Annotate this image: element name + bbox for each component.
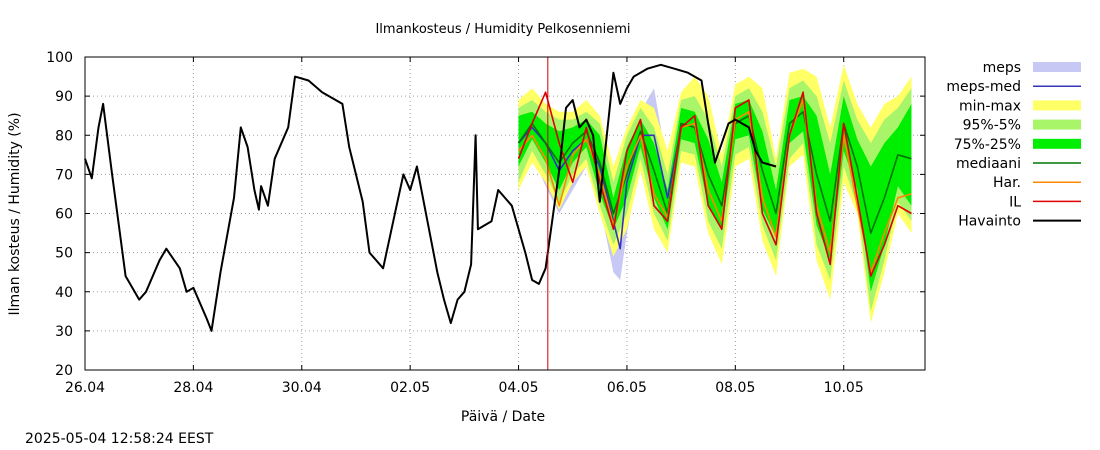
x-axis-label: Päivä / Date: [461, 409, 545, 425]
legend-label: IL: [1009, 194, 1021, 210]
y-tick-label: 40: [55, 285, 73, 301]
line-IL: [517, 91, 912, 277]
legend-label: mediaani: [956, 156, 1021, 172]
legend-label: meps-med: [946, 79, 1021, 95]
timestamp: 2025-05-04 12:58:24 EEST: [25, 431, 214, 447]
legend-label: 95%-5%: [963, 118, 1021, 134]
forecast-bands: [518, 64, 912, 324]
x-tick-label: 08.05: [715, 380, 755, 396]
y-axis-label: Ilman kosteus / Humidity (%): [7, 112, 23, 315]
legend-swatch: [1033, 100, 1081, 111]
legend-label: 75%-25%: [954, 137, 1021, 153]
legend: meps meps-med min-max 95%-5% 75%-25% mediaani…: [946, 60, 1081, 230]
x-tick-label: 06.05: [607, 380, 647, 396]
x-tick-label: 04.05: [499, 380, 539, 396]
y-tick-label: 90: [55, 89, 73, 105]
legend-label: meps: [983, 60, 1021, 76]
x-tick-label: 30.04: [282, 380, 322, 396]
y-tick-label: 80: [55, 128, 73, 144]
legend-swatch: [1033, 62, 1081, 72]
legend-label: min-max: [959, 98, 1021, 114]
y-tick-label: 50: [55, 246, 73, 262]
y-tick-label: 30: [55, 324, 73, 340]
line-Har.: [517, 99, 912, 274]
band-75%-25%: [518, 96, 912, 292]
legend-swatch: [1033, 138, 1081, 149]
y-tick-label: 100: [46, 50, 73, 66]
y-tick-label: 20: [55, 363, 73, 379]
series-lines: [84, 63, 912, 332]
legend-label: Har.: [993, 175, 1021, 191]
x-tick-label: 02.05: [390, 380, 430, 396]
legend-swatch: [1033, 119, 1081, 130]
x-tick-label: 10.05: [824, 380, 864, 396]
x-tick-label: 28.04: [173, 380, 213, 396]
line-Havainto: [84, 63, 777, 332]
chart-title: Ilmankosteus / Humidity Pelkosenniemi: [375, 22, 630, 37]
y-tick-label: 70: [55, 167, 73, 183]
x-tick-label: 26.04: [65, 380, 105, 396]
legend-label: Havainto: [958, 214, 1021, 230]
axis-ticks: 20 30 40 50 60 70 80 90 100 26.04 28.04 30.04 02.05 0…: [46, 50, 925, 396]
y-tick-label: 60: [55, 207, 73, 223]
